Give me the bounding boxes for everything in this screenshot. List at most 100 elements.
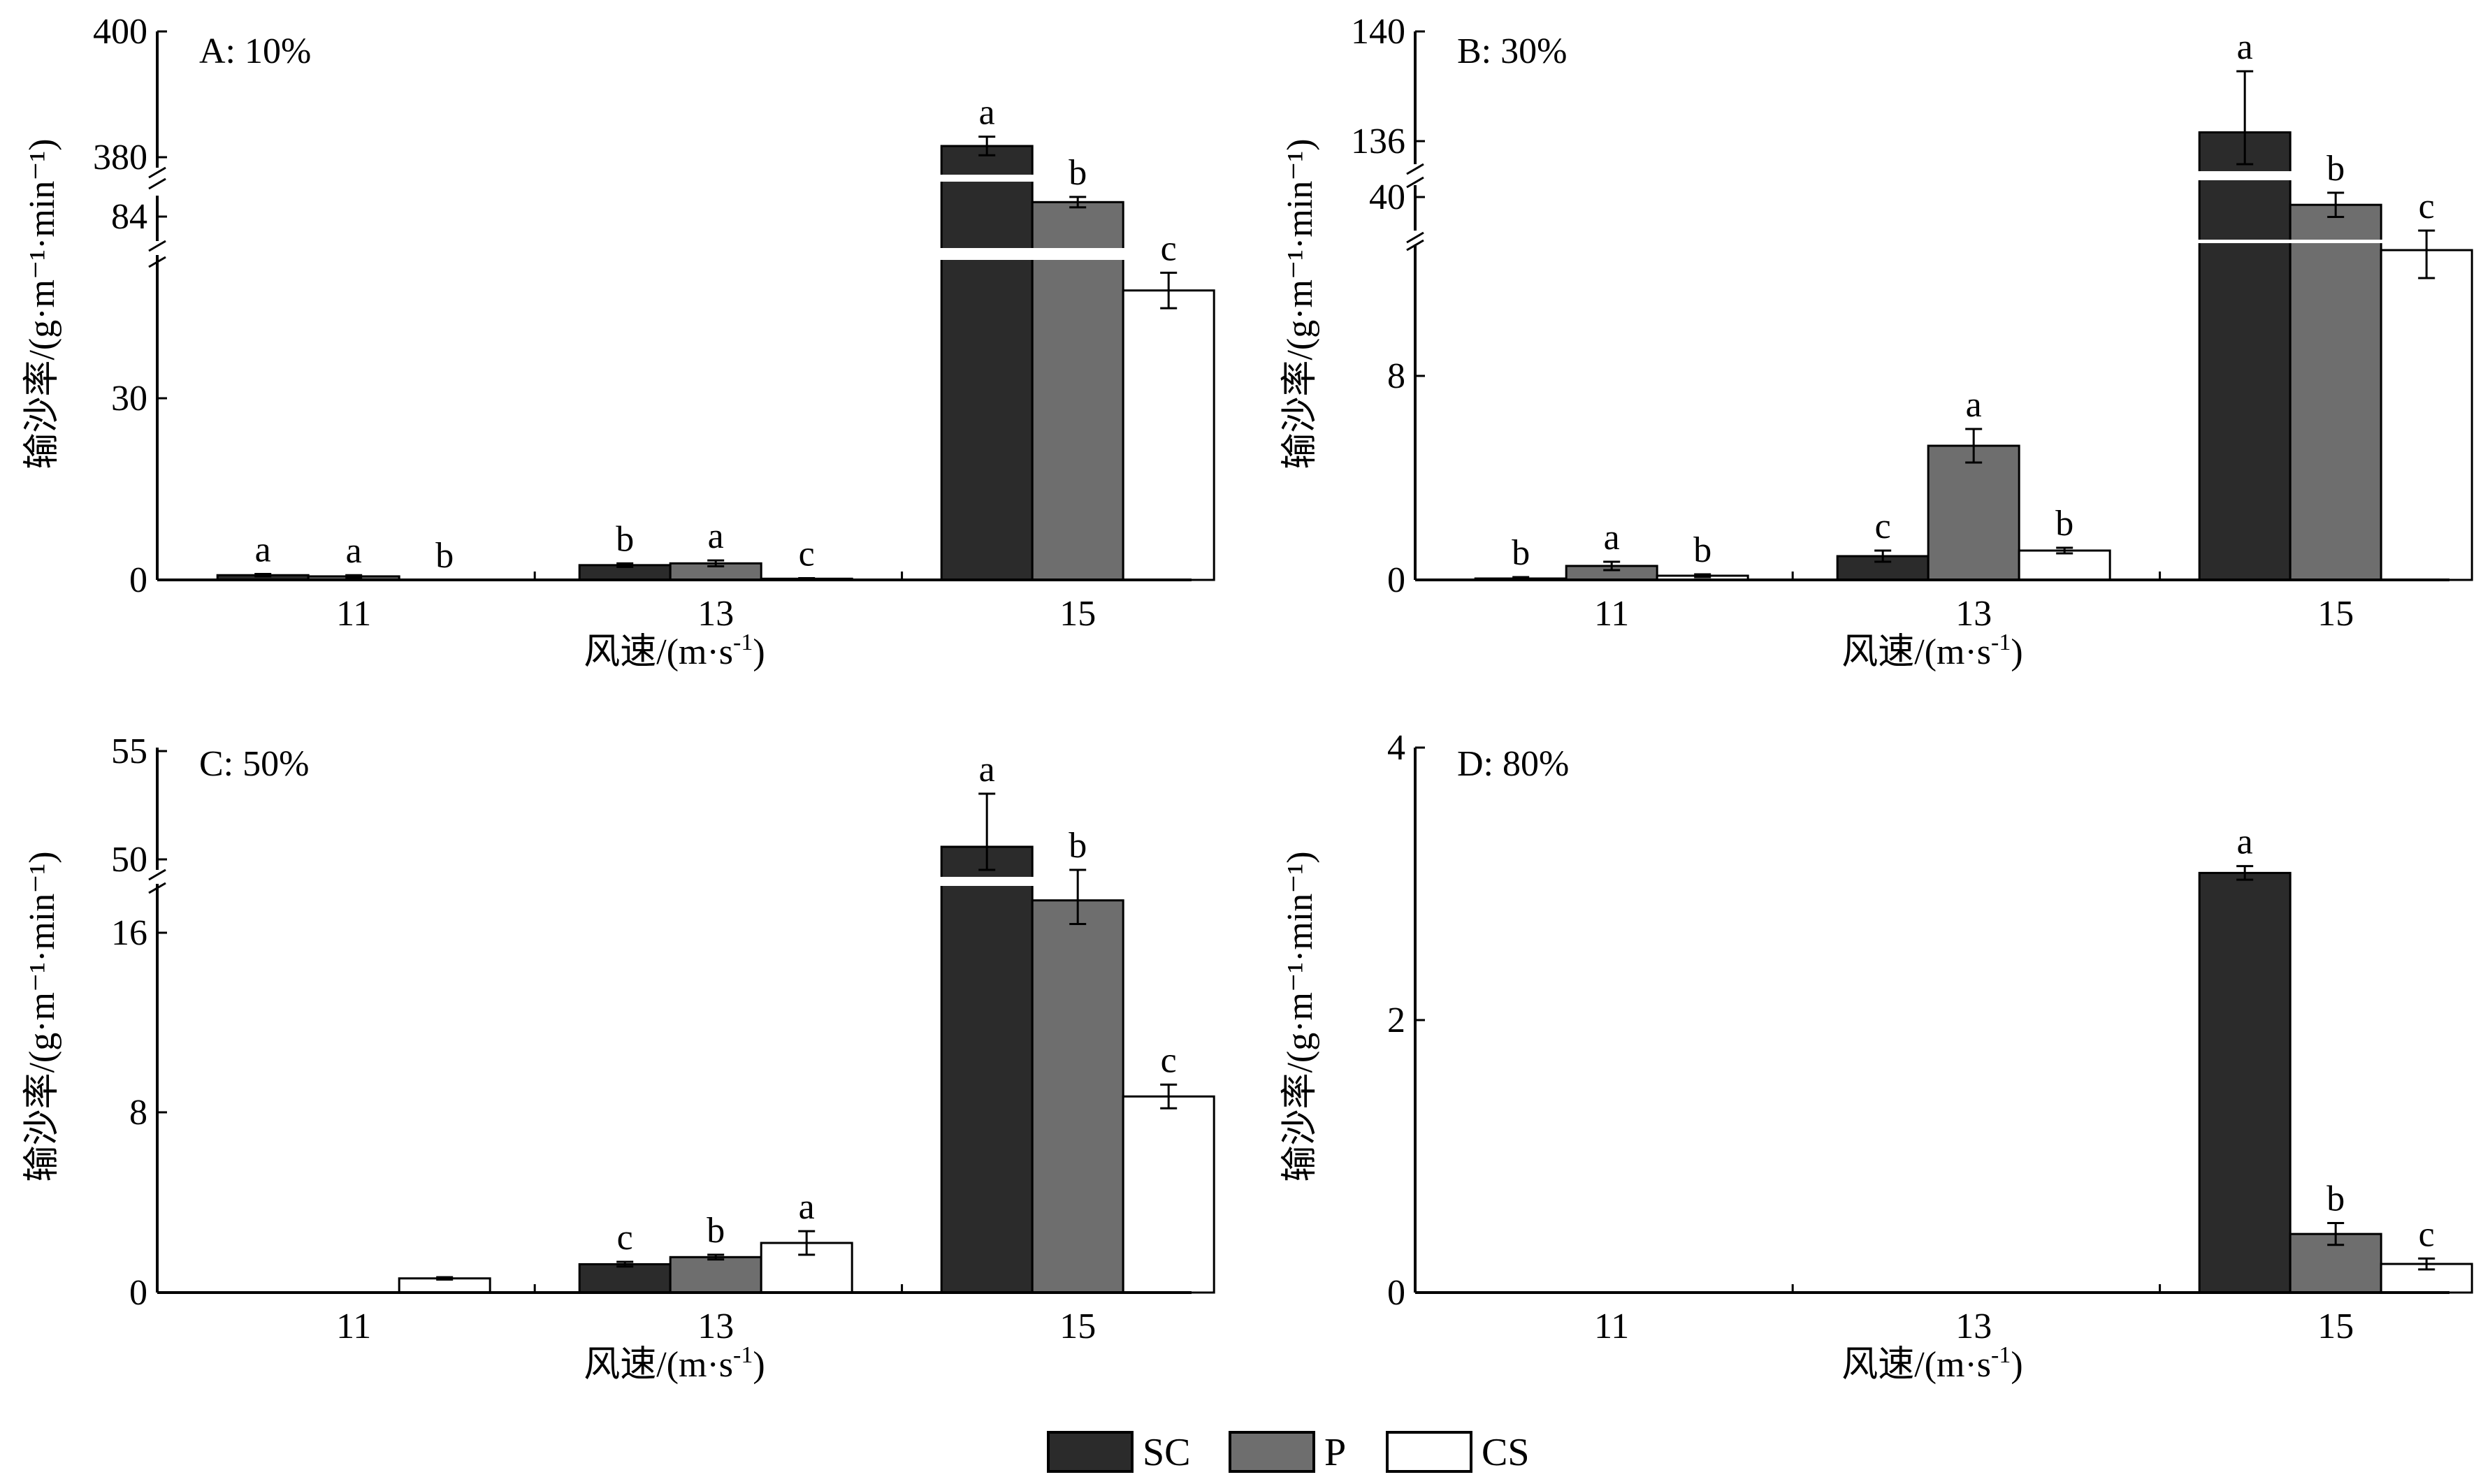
significance-letter: b [1512, 533, 1530, 573]
axis-break-mark [148, 882, 166, 894]
y-tick-label: 8 [1387, 356, 1405, 396]
y-tick-label: 84 [111, 197, 147, 237]
bar-cs-13 [2018, 549, 2111, 581]
axis-break-mark [148, 256, 166, 268]
significance-letter: a [2237, 822, 2253, 862]
bar-p-15 [1031, 899, 1124, 1294]
y-axis-title: 输沙率/(g·m⁻¹·min⁻¹) [22, 851, 62, 1181]
x-tick-label: 13 [697, 1307, 734, 1346]
y-axis-title: 输沙率/(g·m⁻¹·min⁻¹) [22, 138, 62, 469]
chart-panel-1: a a b b a c a b c 11 13 15 风速/(m·s-1) 0 30 84 380 400 输沙率/… [22, 12, 1215, 672]
bar-p-13 [669, 1256, 762, 1294]
bar-p-15 [1031, 201, 1124, 581]
chart-panel-4: a b c 11 13 15 风速/(m·s-1) 0 2 4 输沙率/(g·m⁻¹·min⁻¹) D… [1280, 728, 2473, 1385]
x-tick-label: 15 [2317, 594, 2354, 634]
significance-letter: b [435, 536, 454, 576]
y-tick-label: 4 [1387, 728, 1405, 768]
y-axis-title: 输沙率/(g·m⁻¹·min⁻¹) [1280, 138, 1320, 469]
significance-letter: a [2237, 27, 2253, 67]
legend-label-p: P [1324, 1431, 1346, 1474]
significance-letter: a [255, 530, 271, 570]
x-tick-label: 11 [336, 594, 371, 634]
bar-break-gap [940, 175, 1034, 182]
x-axis-title: 风速/(m·s-1) [584, 630, 765, 672]
significance-letter: c [2419, 1214, 2435, 1254]
x-tick-label: 11 [1594, 594, 1629, 634]
panel-label: D: 80% [1457, 744, 1569, 784]
y-tick-label: 400 [93, 12, 147, 52]
axis-break-mark [1406, 176, 1424, 189]
y-tick-label: 380 [93, 138, 147, 177]
bar-sc-15 [940, 845, 1034, 1294]
y-tick-label: 2 [1387, 1001, 1405, 1040]
y-tick-label: 8 [129, 1093, 147, 1133]
bar-break-gap [1031, 248, 1125, 260]
x-axis-title-sup: -1 [733, 1342, 753, 1368]
significance-letter: a [1966, 385, 1982, 425]
x-tick-label: 15 [1059, 1307, 1096, 1346]
bar-p-13 [1927, 444, 2020, 581]
bar-sc-15 [940, 145, 1034, 581]
bar-break-gap [940, 248, 1034, 260]
significance-letter: a [708, 516, 724, 556]
significance-letter: b [707, 1211, 725, 1251]
bar-break-gap [2198, 240, 2292, 243]
y-tick-label: 16 [111, 913, 147, 953]
significance-letter: c [799, 534, 815, 574]
x-axis-title-end: ) [2011, 1345, 2022, 1385]
panel-label: C: 50% [199, 744, 309, 784]
x-axis-title-main: 风速/(m·s [584, 632, 733, 672]
bar-break-gap [2289, 240, 2383, 243]
panel-label: B: 30% [1457, 31, 1567, 71]
legend-swatch-p [1229, 1431, 1315, 1473]
significance-letter: b [2326, 149, 2345, 189]
axis-break-mark [148, 240, 166, 252]
y-tick-label: 55 [111, 732, 147, 771]
significance-letter: a [979, 750, 995, 790]
x-axis-title-main: 风速/(m·s [1841, 1345, 1991, 1385]
significance-letter: c [617, 1218, 633, 1258]
x-axis-title-main: 风速/(m·s [584, 1345, 733, 1385]
x-tick-label: 11 [336, 1307, 371, 1346]
legend-swatch-cs [1386, 1431, 1472, 1473]
axis-break-mark [1406, 239, 1424, 252]
bar-sc-15 [2198, 871, 2292, 1294]
legend-swatch-sc [1047, 1431, 1134, 1473]
x-axis-title-sup: -1 [733, 630, 753, 655]
bar-sc-15 [2198, 131, 2292, 581]
x-axis-title-end: ) [753, 1345, 765, 1385]
axis-break-mark [148, 177, 166, 190]
significance-letter: a [1604, 518, 1620, 558]
x-axis-title-sup: -1 [1991, 630, 2011, 655]
bar-p-15 [2289, 203, 2382, 581]
bar-cs-15 [1122, 289, 1215, 581]
x-tick-label: 11 [1594, 1307, 1629, 1346]
y-axis-title: 输沙率/(g·m⁻¹·min⁻¹) [1280, 851, 1320, 1181]
x-axis-title: 风速/(m·s-1) [1841, 630, 2022, 672]
x-axis-title-end: ) [753, 632, 765, 672]
significance-letter: b [616, 519, 634, 559]
bar-cs-15 [1122, 1095, 1215, 1294]
x-tick-label: 13 [1955, 594, 1992, 634]
x-tick-label: 15 [1059, 594, 1096, 634]
y-tick-label: 0 [1387, 560, 1405, 600]
significance-letter: a [799, 1187, 815, 1227]
x-axis-title-main: 风速/(m·s [1841, 632, 1991, 672]
x-axis-title-sup: -1 [1991, 1342, 2011, 1368]
bar-break-gap [2198, 171, 2292, 180]
legend-label-cs: CS [1482, 1431, 1530, 1474]
legend: SC P CS [1047, 1431, 1530, 1474]
axis-break-mark [1406, 231, 1424, 244]
bar-sc-13 [578, 1263, 672, 1294]
significance-letter: a [979, 93, 995, 133]
y-tick-label: 0 [129, 1273, 147, 1313]
y-tick-label: 50 [111, 840, 147, 880]
y-tick-label: 0 [129, 560, 147, 600]
x-axis-title: 风速/(m·s-1) [584, 1342, 765, 1385]
y-tick-label: 30 [111, 379, 147, 419]
y-tick-label: 0 [1387, 1273, 1405, 1313]
x-tick-label: 13 [697, 594, 734, 634]
y-tick-label: 40 [1369, 177, 1405, 217]
